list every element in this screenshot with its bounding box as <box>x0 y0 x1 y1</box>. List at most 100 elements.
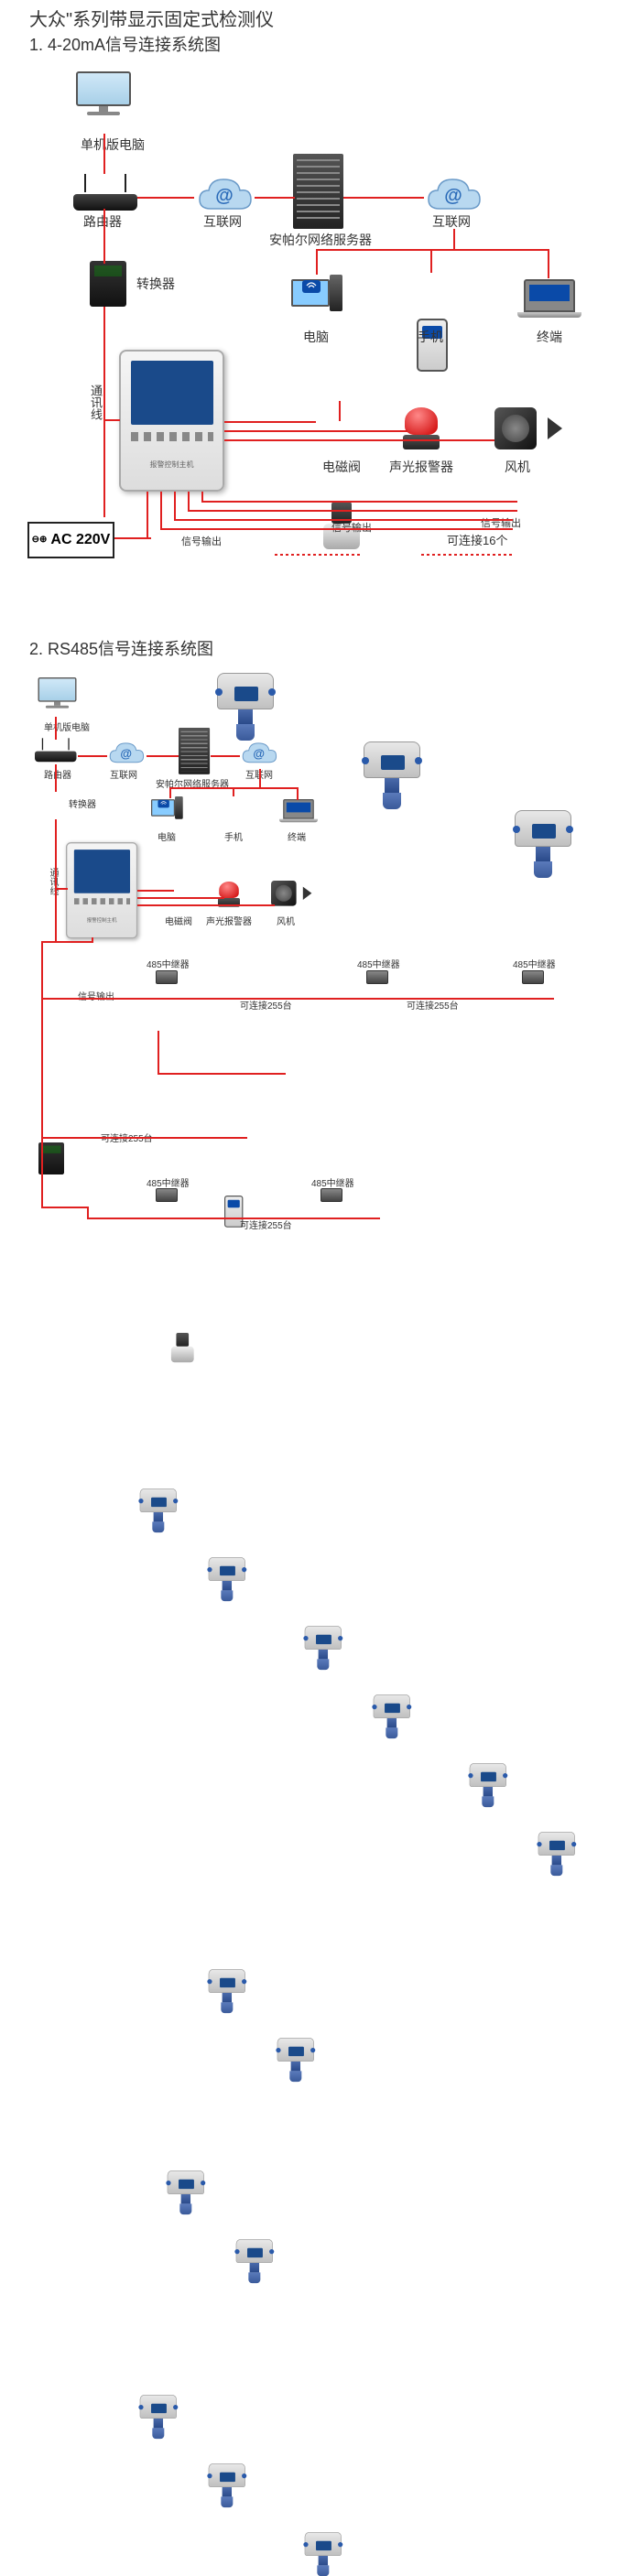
svg-text:@: @ <box>444 186 462 206</box>
s2-max-1: 可连接255台 <box>240 998 292 1012</box>
pc-single-label: 单机版电脑 <box>71 135 154 154</box>
internet-1-label: 互联网 <box>195 212 250 231</box>
control-panel-node: 报警控制主机 <box>119 350 224 492</box>
svg-text:@: @ <box>120 747 132 761</box>
signal-out-2: 信号输出 <box>331 520 372 535</box>
s2-router-label: 路由器 <box>44 767 71 781</box>
line <box>275 554 362 556</box>
fan-label: 风机 <box>499 458 536 476</box>
s2-laptop-node <box>279 799 318 827</box>
line <box>78 755 107 757</box>
fan-node <box>494 407 549 453</box>
s2-det-r1-1 <box>138 1488 177 1533</box>
subtitle-1: 1. 4-20mA信号连接系统图 <box>29 32 221 56</box>
s2-det-r1-5 <box>468 1763 506 1808</box>
s2-repeater-2 <box>366 970 388 984</box>
router-label: 路由器 <box>75 212 130 231</box>
line <box>188 510 517 512</box>
s2-comm-line-label: 通讯线 <box>46 868 60 895</box>
line <box>233 787 234 796</box>
line <box>41 998 554 1000</box>
s2-pc-label: 电脑 <box>158 829 176 843</box>
server-node <box>293 154 343 229</box>
line <box>137 897 224 899</box>
s2-repeater-5 <box>320 1188 342 1202</box>
line <box>55 764 57 792</box>
s2-det-r2-1 <box>207 1969 245 2014</box>
line <box>41 941 43 1207</box>
ac220v-box: ⊖⊕ AC 220V <box>27 522 114 558</box>
s2-pc-node <box>151 796 188 828</box>
converter-node <box>90 261 126 307</box>
line <box>201 501 517 503</box>
line <box>174 519 513 521</box>
line <box>158 1073 286 1075</box>
line <box>224 439 494 441</box>
s2-det-r3-2 <box>234 2239 273 2284</box>
line <box>343 197 424 199</box>
detector-1 <box>215 673 275 741</box>
line <box>255 197 295 199</box>
s2-pc-single-node <box>35 677 80 715</box>
valve-label: 电磁阀 <box>314 458 369 476</box>
max-connect-1: 可连接16个 <box>447 531 507 548</box>
s2-det-r1-3 <box>303 1626 342 1671</box>
line <box>92 937 93 943</box>
s2-max-2: 可连接255台 <box>407 998 459 1012</box>
line <box>147 492 148 537</box>
detector-3 <box>513 810 572 879</box>
comm-line-label: 通讯线 <box>87 384 104 420</box>
s2-phone-label: 手机 <box>224 829 243 843</box>
ac-symbol: ⊖⊕ <box>32 536 48 545</box>
s2-repeater-4 <box>156 1188 178 1202</box>
internet-2-label: 互联网 <box>424 212 479 231</box>
alarm-label: 声光报警器 <box>385 458 458 476</box>
s2-det-r1-2 <box>207 1557 245 1602</box>
server-label: 安帕尔网络服务器 <box>266 231 375 249</box>
line <box>55 717 57 740</box>
line <box>174 492 176 519</box>
pc-single-node <box>71 71 136 124</box>
s2-valve-node <box>169 1333 195 1364</box>
s2-control-panel-node: 报警控制主机 <box>66 842 137 938</box>
line <box>103 307 105 517</box>
s2-server-node <box>179 728 210 774</box>
terminal-label: 终端 <box>527 328 572 346</box>
s2-repeater-2-label: 485中继器 <box>357 957 400 970</box>
s2-max-4: 可连接255台 <box>240 1218 292 1231</box>
svg-text:@: @ <box>215 186 234 206</box>
converter-label: 转换器 <box>128 275 183 293</box>
line <box>160 528 513 530</box>
line <box>147 755 179 757</box>
line <box>160 492 162 528</box>
line <box>55 888 68 890</box>
s2-fan-label: 风机 <box>277 914 295 927</box>
line <box>55 819 57 943</box>
s2-pc-single-label: 单机版电脑 <box>44 720 90 733</box>
s2-repeater-3-label: 485中继器 <box>513 957 556 970</box>
svg-text:@: @ <box>253 747 265 761</box>
line <box>87 1207 89 1219</box>
line <box>453 229 455 249</box>
line <box>339 401 341 421</box>
s2-det-r1-6 <box>537 1832 575 1877</box>
line <box>259 769 261 787</box>
s2-valve-label: 电磁阀 <box>165 914 192 927</box>
s2-alarm-label: 声光报警器 <box>206 914 252 927</box>
line <box>41 1207 87 1208</box>
line <box>114 537 151 539</box>
line <box>201 492 203 501</box>
s2-det-r4-2 <box>207 2463 245 2508</box>
line <box>87 1218 380 1219</box>
line <box>158 1031 159 1075</box>
s2-det-r3-1 <box>166 2170 204 2215</box>
s2-signal-out: 信号输出 <box>78 989 114 1002</box>
s2-internet-1-label: 互联网 <box>110 767 137 781</box>
line <box>137 197 194 199</box>
detector-2 <box>362 741 421 810</box>
line <box>211 755 240 757</box>
line <box>103 209 105 264</box>
line <box>297 787 299 800</box>
s2-cloud-1-node: @ <box>105 740 147 770</box>
line <box>316 249 318 275</box>
